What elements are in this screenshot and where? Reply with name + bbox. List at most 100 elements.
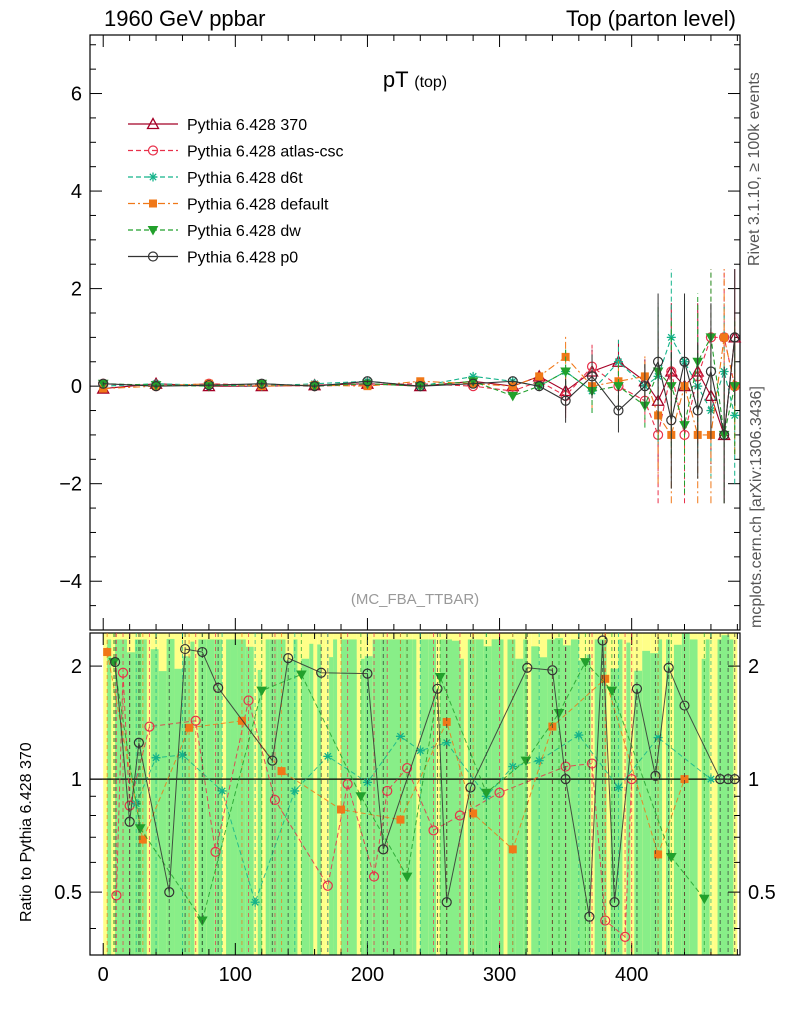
- inner-band-bin: [444, 639, 452, 955]
- inner-band-bin: [142, 639, 147, 955]
- inner-band-bin: [467, 639, 476, 955]
- ratio-data-point: [250, 897, 260, 907]
- data-point: [256, 378, 267, 389]
- legend-label: Pythia 6.428 370: [187, 117, 307, 134]
- mcplots-label: mcplots.cern.ch [arXiv:1306.3436]: [748, 386, 765, 628]
- ratio-data-point: [267, 755, 278, 766]
- ratio-data-point: [283, 653, 294, 664]
- inner-band-bin: [269, 639, 278, 955]
- inner-band-bin: [182, 656, 191, 955]
- ratio-data-point: [442, 717, 451, 726]
- inner-band-bin: [333, 639, 338, 955]
- ratio-data-point: [180, 643, 191, 655]
- inner-band-bin: [602, 639, 607, 955]
- inner-band-bin: [523, 639, 528, 955]
- header-left: 1960 GeV ppbar: [104, 6, 266, 31]
- inner-band-bin: [230, 639, 238, 955]
- ratio-data-point: [679, 700, 690, 711]
- inner-band-bin: [650, 653, 659, 955]
- data-point: [560, 395, 571, 406]
- data-point: [652, 356, 664, 367]
- inner-band-bin: [531, 646, 540, 955]
- ratio-data-point: [723, 774, 734, 785]
- inner-band-bin: [483, 646, 492, 955]
- x-tick-label: 200: [351, 964, 384, 986]
- ratio-data-point: [117, 667, 129, 678]
- ratio-data-point: [316, 667, 327, 678]
- data-point: [613, 405, 624, 416]
- ratio-data-point: [368, 871, 380, 882]
- inner-band-bin: [372, 639, 381, 955]
- ratio-series-line: [114, 640, 735, 917]
- ratio-data-point: [601, 674, 610, 683]
- ratio-data-point: [337, 805, 346, 814]
- ratio-uncertainty-bands: [103, 633, 738, 955]
- x-tick-label: 100: [219, 964, 252, 986]
- inner-band-bin: [634, 670, 643, 955]
- ratio-data-point: [151, 753, 161, 763]
- plot-title-main: pT: [383, 67, 414, 92]
- inner-band-bin: [317, 644, 322, 955]
- inner-band-bin: [594, 639, 603, 955]
- outer-band-bin: [301, 633, 310, 659]
- series-line: [103, 336, 736, 416]
- inner-band-bin: [459, 639, 464, 955]
- legend-marker: [146, 117, 160, 130]
- legend: Pythia 6.428 370 Pythia 6.428 atlas-csc Py…: [128, 117, 344, 267]
- ratio-data-point: [663, 662, 674, 673]
- legend-marker: [149, 199, 157, 208]
- ratio-data-point: [185, 723, 194, 732]
- inner-band-bin: [658, 639, 663, 955]
- inner-band-bin: [705, 639, 710, 955]
- inner-band-bin: [364, 656, 373, 955]
- ratio-data-point: [396, 815, 405, 824]
- ratio-data-point: [441, 897, 452, 908]
- ratio-data-point: [378, 844, 389, 855]
- inner-band-bin: [245, 646, 254, 955]
- inner-band-bin: [412, 639, 417, 955]
- ratio-data-point: [342, 778, 353, 790]
- y-tick-label: 4: [71, 181, 82, 203]
- inner-band-bin: [388, 639, 397, 955]
- ratio-data-point: [553, 708, 565, 719]
- data-point: [98, 378, 109, 389]
- inner-band-bin: [475, 639, 484, 955]
- ratio-series-line: [115, 672, 633, 938]
- ratio-data-point: [520, 756, 532, 767]
- ratio-data-point: [580, 658, 591, 668]
- ratio-data-point: [197, 646, 208, 658]
- inner-band-bin: [158, 671, 167, 955]
- plot-title-sub: (top): [414, 74, 447, 91]
- ratio-data-point: [256, 686, 268, 697]
- inner-band-bin: [618, 639, 623, 955]
- legend-label: Pythia 6.428 d6t: [187, 170, 303, 187]
- ratio-data-point: [134, 824, 146, 834]
- data-point: [729, 332, 740, 343]
- outer-band-bin: [142, 633, 151, 955]
- inner-band-bin: [666, 639, 670, 955]
- ratio-data-point: [124, 816, 135, 827]
- data-point: [507, 376, 518, 387]
- data-point: [507, 391, 519, 402]
- inner-band-bin: [586, 654, 591, 955]
- inner-band-bin: [570, 639, 579, 955]
- ratio-data-point: [534, 756, 544, 766]
- inner-band-bin: [547, 639, 556, 955]
- ratio-data-point: [609, 897, 620, 908]
- ratio-data-point: [631, 683, 643, 694]
- ratio-data-point: [494, 787, 505, 798]
- ratio-data-point: [469, 809, 478, 818]
- ratio-data-point: [560, 774, 571, 785]
- ratio-data-point: [296, 670, 307, 680]
- inner-band-bin: [190, 641, 195, 955]
- data-point: [719, 429, 730, 441]
- ratio-data-point: [138, 835, 147, 844]
- header-right: Top (parton level): [566, 6, 736, 31]
- ratio-data-point: [698, 894, 710, 905]
- y-tick-label: −4: [59, 571, 82, 593]
- inner-band-bin: [420, 639, 429, 955]
- ratio-data-point: [508, 845, 517, 854]
- series-5: [98, 269, 740, 504]
- inner-band-bin: [404, 639, 413, 955]
- ratio-series-line: [135, 734, 712, 904]
